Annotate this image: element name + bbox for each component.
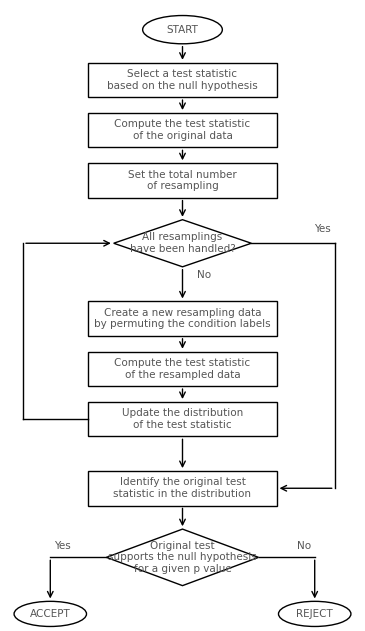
Text: Yes: Yes xyxy=(314,224,331,234)
Text: Yes: Yes xyxy=(54,541,71,551)
Text: Update the distribution
of the test statistic: Update the distribution of the test stat… xyxy=(122,408,243,430)
Text: Set the total number
of resampling: Set the total number of resampling xyxy=(128,170,237,191)
FancyBboxPatch shape xyxy=(88,471,277,505)
Text: Select a test statistic
based on the null hypothesis: Select a test statistic based on the nul… xyxy=(107,69,258,91)
Text: No: No xyxy=(197,270,211,280)
Polygon shape xyxy=(107,529,258,586)
FancyBboxPatch shape xyxy=(88,62,277,97)
Ellipse shape xyxy=(278,601,351,627)
Ellipse shape xyxy=(14,601,87,627)
Text: Identify the original test
statistic in the distribution: Identify the original test statistic in … xyxy=(114,478,251,499)
Ellipse shape xyxy=(143,16,222,44)
Text: REJECT: REJECT xyxy=(296,609,333,619)
Text: Create a new resampling data
by permuting the condition labels: Create a new resampling data by permutin… xyxy=(94,308,271,329)
Polygon shape xyxy=(114,220,251,267)
FancyBboxPatch shape xyxy=(88,351,277,386)
Text: ACCEPT: ACCEPT xyxy=(30,609,71,619)
FancyBboxPatch shape xyxy=(88,113,277,148)
FancyBboxPatch shape xyxy=(88,402,277,437)
Text: START: START xyxy=(166,25,199,35)
FancyBboxPatch shape xyxy=(88,302,277,336)
Text: No: No xyxy=(297,541,311,551)
FancyBboxPatch shape xyxy=(88,163,277,198)
Text: Compute the test statistic
of the resampled data: Compute the test statistic of the resamp… xyxy=(115,358,250,380)
Text: Compute the test statistic
of the original data: Compute the test statistic of the origin… xyxy=(115,119,250,141)
Text: All resamplings
have been handled?: All resamplings have been handled? xyxy=(130,232,235,254)
Text: Original test
supports the null hypothesis
for a given p value: Original test supports the null hypothes… xyxy=(108,541,257,574)
